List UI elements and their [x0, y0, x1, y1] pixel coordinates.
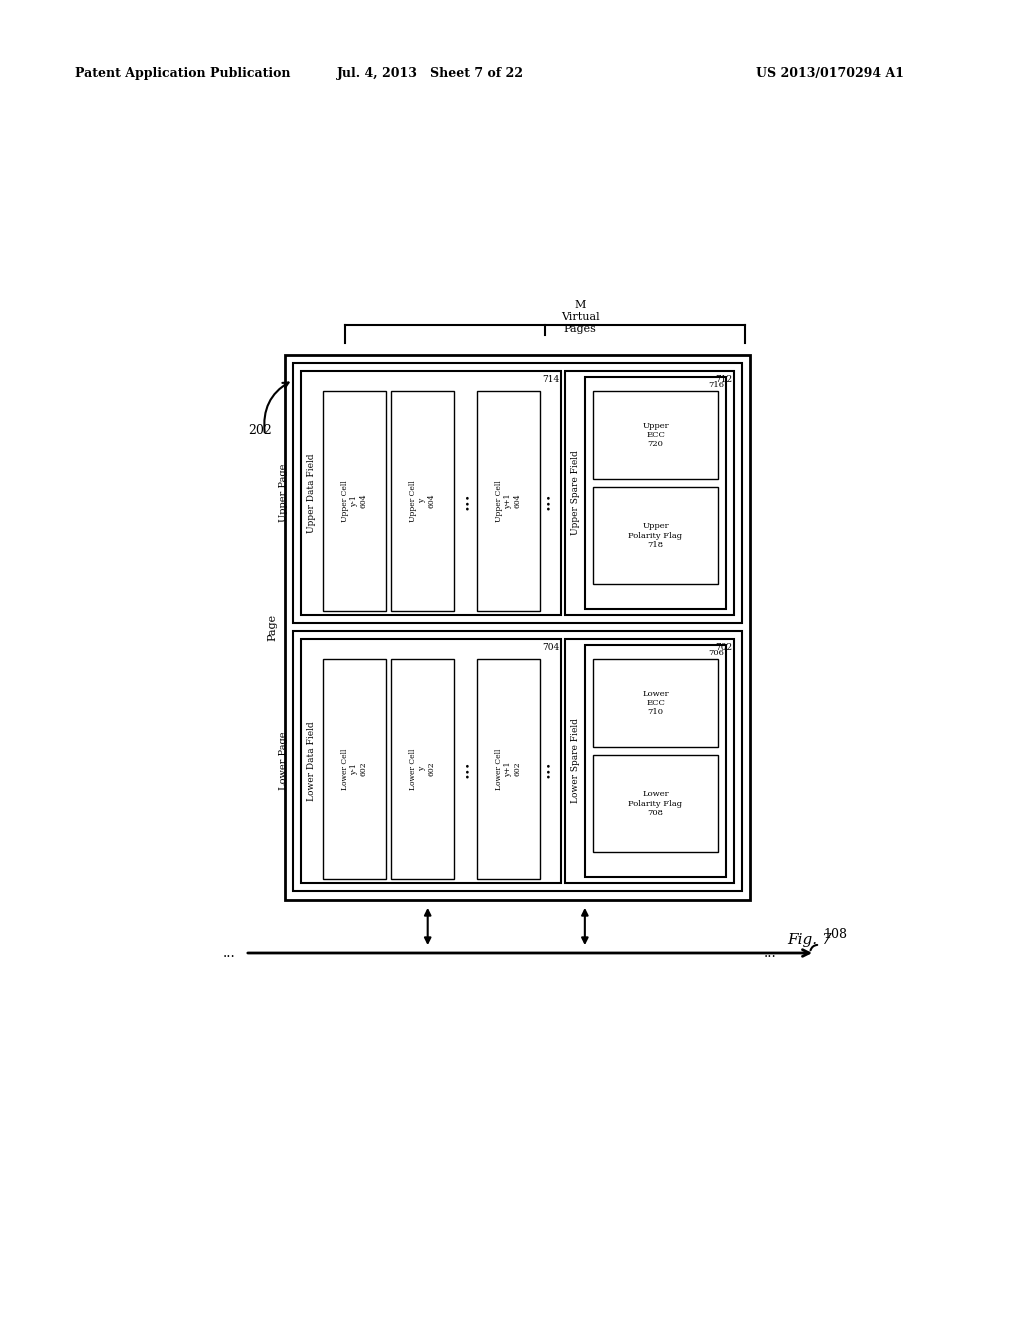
Bar — [391, 659, 454, 879]
Text: 706: 706 — [708, 649, 724, 657]
Text: Upper Cell
y
604: Upper Cell y 604 — [410, 480, 435, 521]
Bar — [285, 355, 750, 900]
Bar — [585, 645, 726, 876]
Bar — [593, 487, 718, 583]
Bar — [323, 391, 386, 611]
Text: Jul. 4, 2013   Sheet 7 of 22: Jul. 4, 2013 Sheet 7 of 22 — [337, 66, 523, 79]
Text: US 2013/0170294 A1: US 2013/0170294 A1 — [756, 66, 904, 79]
Text: 202: 202 — [248, 424, 271, 437]
Text: 714: 714 — [543, 375, 560, 384]
Text: •••: ••• — [544, 492, 553, 510]
Text: •••: ••• — [544, 760, 553, 777]
Text: Upper Data Field: Upper Data Field — [306, 453, 315, 533]
Text: Lower Cell
y
602: Lower Cell y 602 — [410, 748, 435, 789]
Text: Upper
ECC
720: Upper ECC 720 — [642, 422, 669, 449]
Bar — [293, 363, 742, 623]
Bar — [593, 391, 718, 479]
Bar — [593, 659, 718, 747]
Text: ...: ... — [764, 946, 776, 960]
Text: •••: ••• — [463, 760, 471, 777]
Bar — [293, 631, 742, 891]
Bar — [301, 371, 561, 615]
Text: 108: 108 — [823, 928, 847, 941]
Text: Upper Spare Field: Upper Spare Field — [570, 450, 580, 536]
Bar — [593, 755, 718, 851]
Text: Lower Cell
y+1
602: Lower Cell y+1 602 — [496, 748, 521, 789]
Bar — [301, 639, 561, 883]
Text: Lower Data Field: Lower Data Field — [306, 721, 315, 801]
Text: Lower Spare Field: Lower Spare Field — [570, 718, 580, 804]
Text: Upper
Polarity Flag
718: Upper Polarity Flag 718 — [629, 523, 683, 549]
Bar — [477, 391, 540, 611]
Text: Patent Application Publication: Patent Application Publication — [75, 66, 291, 79]
Text: Upper Cell
y+1
604: Upper Cell y+1 604 — [496, 480, 521, 521]
Text: Lower
Polarity Flag
708: Lower Polarity Flag 708 — [629, 791, 683, 817]
Text: ...: ... — [222, 946, 234, 960]
Text: 702: 702 — [716, 643, 732, 652]
Text: •••: ••• — [463, 492, 471, 510]
Text: M
Virtual
Pages: M Virtual Pages — [561, 301, 599, 334]
Text: 712: 712 — [716, 375, 732, 384]
Text: 704: 704 — [543, 643, 560, 652]
Text: Page: Page — [267, 614, 278, 642]
Text: Lower Page: Lower Page — [280, 731, 289, 791]
Bar — [585, 378, 726, 609]
Bar — [565, 371, 734, 615]
Bar — [391, 391, 454, 611]
Text: Upper Page: Upper Page — [280, 463, 289, 523]
Text: Lower Cell
y-1
602: Lower Cell y-1 602 — [341, 748, 368, 789]
Text: Lower
ECC
710: Lower ECC 710 — [642, 690, 669, 717]
Text: 716: 716 — [708, 381, 724, 389]
Text: Upper Cell
y-1
604: Upper Cell y-1 604 — [341, 480, 368, 521]
Bar — [477, 659, 540, 879]
Bar — [565, 639, 734, 883]
Bar — [323, 659, 386, 879]
Text: Fig. 7: Fig. 7 — [787, 933, 833, 946]
